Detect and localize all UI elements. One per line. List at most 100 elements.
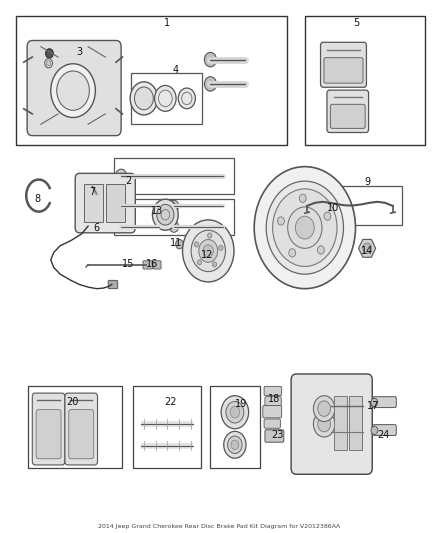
FancyBboxPatch shape: [65, 393, 98, 465]
Circle shape: [318, 416, 331, 432]
FancyBboxPatch shape: [327, 90, 369, 133]
Circle shape: [183, 220, 234, 282]
FancyBboxPatch shape: [264, 419, 280, 428]
Circle shape: [230, 407, 240, 418]
FancyBboxPatch shape: [143, 261, 152, 269]
Circle shape: [278, 217, 284, 225]
Circle shape: [289, 249, 296, 257]
Circle shape: [116, 169, 127, 183]
Circle shape: [130, 82, 158, 115]
Circle shape: [272, 189, 337, 266]
Text: 5: 5: [353, 19, 360, 28]
Bar: [114, 199, 234, 236]
Circle shape: [176, 239, 184, 249]
FancyBboxPatch shape: [264, 386, 282, 395]
Circle shape: [254, 167, 356, 289]
Circle shape: [221, 395, 249, 429]
Circle shape: [191, 230, 226, 272]
Text: 1: 1: [164, 19, 170, 28]
Circle shape: [51, 64, 95, 117]
Circle shape: [318, 401, 331, 416]
FancyBboxPatch shape: [36, 410, 61, 459]
Bar: [114, 158, 234, 193]
Text: 19: 19: [235, 399, 247, 409]
Text: 18: 18: [268, 394, 280, 405]
Text: 20: 20: [66, 398, 78, 407]
Bar: [305, 15, 425, 145]
Text: 13: 13: [151, 206, 163, 216]
Circle shape: [363, 243, 371, 254]
Circle shape: [134, 87, 153, 110]
Circle shape: [324, 212, 331, 220]
Text: 8: 8: [34, 194, 40, 204]
FancyBboxPatch shape: [263, 406, 282, 418]
FancyBboxPatch shape: [324, 58, 363, 83]
Circle shape: [288, 207, 322, 248]
FancyBboxPatch shape: [265, 430, 284, 442]
Bar: [209, 386, 260, 468]
Text: 12: 12: [201, 249, 213, 260]
Text: 7: 7: [89, 188, 95, 198]
FancyBboxPatch shape: [32, 393, 65, 465]
Text: 22: 22: [164, 398, 177, 407]
Circle shape: [266, 181, 343, 274]
Bar: [16, 15, 287, 145]
Text: 24: 24: [377, 431, 389, 440]
FancyBboxPatch shape: [373, 397, 396, 408]
FancyBboxPatch shape: [291, 374, 372, 474]
Bar: [84, 184, 103, 222]
Text: 6: 6: [94, 223, 100, 232]
Bar: [28, 386, 122, 468]
Circle shape: [299, 194, 306, 203]
Text: 17: 17: [367, 401, 379, 411]
Circle shape: [178, 88, 195, 109]
Circle shape: [169, 200, 179, 212]
FancyBboxPatch shape: [153, 261, 161, 269]
Circle shape: [199, 239, 218, 262]
Circle shape: [224, 431, 246, 458]
Circle shape: [231, 440, 239, 449]
Circle shape: [212, 262, 217, 267]
Circle shape: [203, 245, 213, 257]
Circle shape: [169, 221, 179, 232]
Text: 4: 4: [173, 65, 179, 75]
Bar: [349, 395, 361, 450]
Circle shape: [117, 221, 126, 232]
Circle shape: [205, 52, 216, 67]
Circle shape: [314, 411, 335, 437]
Text: 14: 14: [361, 246, 373, 256]
Bar: [334, 395, 347, 450]
Circle shape: [194, 242, 199, 247]
Circle shape: [88, 181, 95, 190]
Bar: [131, 72, 202, 124]
Circle shape: [117, 200, 126, 212]
FancyBboxPatch shape: [108, 280, 118, 289]
Circle shape: [155, 85, 176, 111]
Bar: [106, 184, 125, 222]
Circle shape: [208, 233, 212, 238]
FancyBboxPatch shape: [27, 41, 121, 135]
Text: 15: 15: [122, 259, 134, 269]
Text: 3: 3: [77, 47, 82, 57]
FancyBboxPatch shape: [321, 42, 367, 87]
Circle shape: [226, 401, 244, 423]
FancyBboxPatch shape: [75, 173, 135, 233]
Text: 23: 23: [271, 431, 283, 440]
Circle shape: [152, 199, 178, 230]
Circle shape: [198, 260, 202, 265]
Circle shape: [371, 426, 378, 434]
Text: 2: 2: [126, 176, 132, 186]
FancyBboxPatch shape: [69, 410, 94, 459]
Bar: [133, 386, 201, 468]
Circle shape: [314, 395, 335, 422]
Circle shape: [57, 71, 89, 110]
Circle shape: [45, 59, 53, 68]
Circle shape: [219, 245, 223, 251]
Circle shape: [205, 77, 216, 91]
Circle shape: [228, 436, 242, 454]
Circle shape: [46, 61, 51, 66]
Text: 9: 9: [364, 177, 370, 187]
Circle shape: [46, 49, 53, 58]
Circle shape: [371, 398, 378, 407]
Circle shape: [295, 216, 314, 239]
